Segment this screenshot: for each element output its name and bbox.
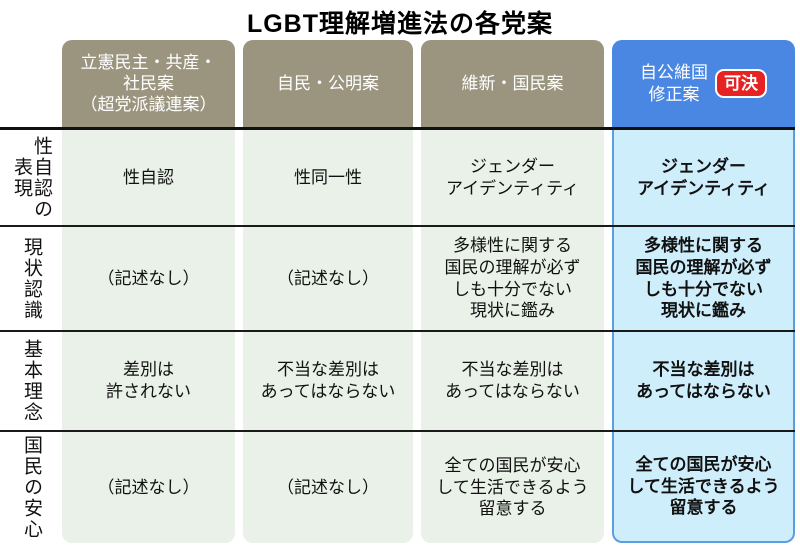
separator-row-1 [0, 225, 795, 227]
row-header-basic-principle: 基本理念 [0, 332, 62, 430]
table-cell-amended: 全ての国民が安心 して生活できるよう 留意する [612, 432, 795, 543]
table-cell: 全ての国民が安心 して生活できるよう 留意する [421, 432, 604, 543]
table-cell: （記述なし） [62, 432, 235, 543]
row-header-public-reassurance: 国民の安心 [0, 432, 62, 543]
table-cell: ジェンダー アイデンティティ [421, 130, 604, 225]
column-header-ishin-dpp: 維新・国民案 [421, 40, 604, 127]
table-cell: 性自認 [62, 130, 235, 225]
chart-title: LGBT理解増進法の各党案 [246, 10, 554, 38]
column-header-cdp-jcp-sdp: 立憲民主・共産・ 社民案 （超党派議連案） [62, 40, 235, 127]
table-cell: 性同一性 [243, 130, 413, 225]
separator-header [0, 127, 795, 130]
table-cell-amended: ジェンダー アイデンティティ [612, 130, 795, 225]
passed-badge: 可決 [715, 68, 767, 99]
table-cell-amended: 多様性に関する 国民の理解が必ず しも十分でない 現状に鑑み [612, 227, 795, 330]
table-cell: 差別は 許されない [62, 332, 235, 430]
column-header-amended-bill-label: 自公維国 修正案 [640, 63, 708, 104]
column-header-amended-bill: 自公維国 修正案 可決 [612, 40, 795, 127]
table-cell: （記述なし） [243, 227, 413, 330]
table-cell-amended: 不当な差別は あってはならない [612, 332, 795, 430]
comparison-table: 立憲民主・共産・ 社民案 （超党派議連案） 自民・公明案 維新・国民案 自公維国… [0, 40, 795, 543]
table-cell: 多様性に関する 国民の理解が必ず しも十分でない 現状に鑑み [421, 227, 604, 330]
separator-row-2 [0, 330, 795, 332]
table-cell: （記述なし） [243, 432, 413, 543]
table-cell: 不当な差別は あってはならない [421, 332, 604, 430]
table-cell: （記述なし） [62, 227, 235, 330]
row-header-gender-identity-term: 性自認の 表現 [0, 130, 62, 225]
separator-row-3 [0, 430, 795, 432]
row-header-current-situation: 現状認識 [0, 227, 62, 330]
table-cell: 不当な差別は あってはならない [243, 332, 413, 430]
column-header-ldp-komeito: 自民・公明案 [243, 40, 413, 127]
